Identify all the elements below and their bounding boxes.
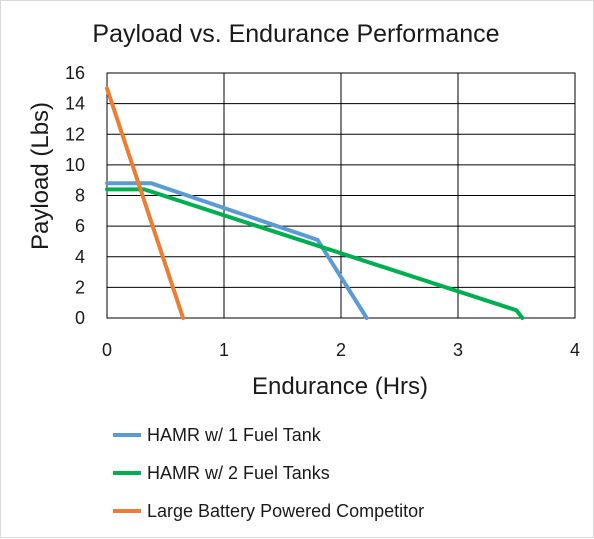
x-tick-label: 4 bbox=[570, 340, 580, 360]
y-tick-label: 4 bbox=[75, 247, 85, 267]
y-tick-label: 14 bbox=[65, 94, 85, 114]
x-tick-labels: 0 1 2 3 4 bbox=[102, 340, 580, 360]
y-tick-label: 0 bbox=[75, 308, 85, 328]
series-lines bbox=[105, 86, 525, 320]
legend-label-1: HAMR w/ 1 Fuel Tank bbox=[147, 425, 322, 445]
grid-lines bbox=[106, 72, 576, 319]
y-tick-labels: 0 2 4 6 8 10 12 14 16 bbox=[65, 63, 85, 328]
y-tick-label: 12 bbox=[65, 124, 85, 144]
y-tick-label: 10 bbox=[65, 155, 85, 175]
y-tick-label: 2 bbox=[75, 277, 85, 297]
series-line-3 bbox=[105, 86, 186, 320]
series-line-1 bbox=[105, 181, 369, 320]
x-tick-label: 0 bbox=[102, 340, 112, 360]
chart-title: Payload vs. Endurance Performance bbox=[92, 20, 499, 48]
plot-area-border bbox=[106, 72, 576, 319]
y-tick-label: 6 bbox=[75, 216, 85, 236]
legend: HAMR w/ 1 Fuel Tank HAMR w/ 2 Fuel Tanks L… bbox=[113, 425, 424, 521]
x-tick-label: 3 bbox=[453, 340, 463, 360]
x-axis-label: Endurance (Hrs) bbox=[252, 373, 428, 400]
y-tick-label: 8 bbox=[75, 186, 85, 206]
y-tick-label: 16 bbox=[65, 63, 85, 83]
y-axis-label: Payload (Lbs) bbox=[27, 102, 54, 250]
series-line-2 bbox=[105, 187, 525, 320]
x-tick-label: 1 bbox=[219, 340, 229, 360]
legend-label-3: Large Battery Powered Competitor bbox=[147, 501, 424, 521]
legend-label-2: HAMR w/ 2 Fuel Tanks bbox=[147, 463, 330, 483]
x-tick-label: 2 bbox=[336, 340, 346, 360]
